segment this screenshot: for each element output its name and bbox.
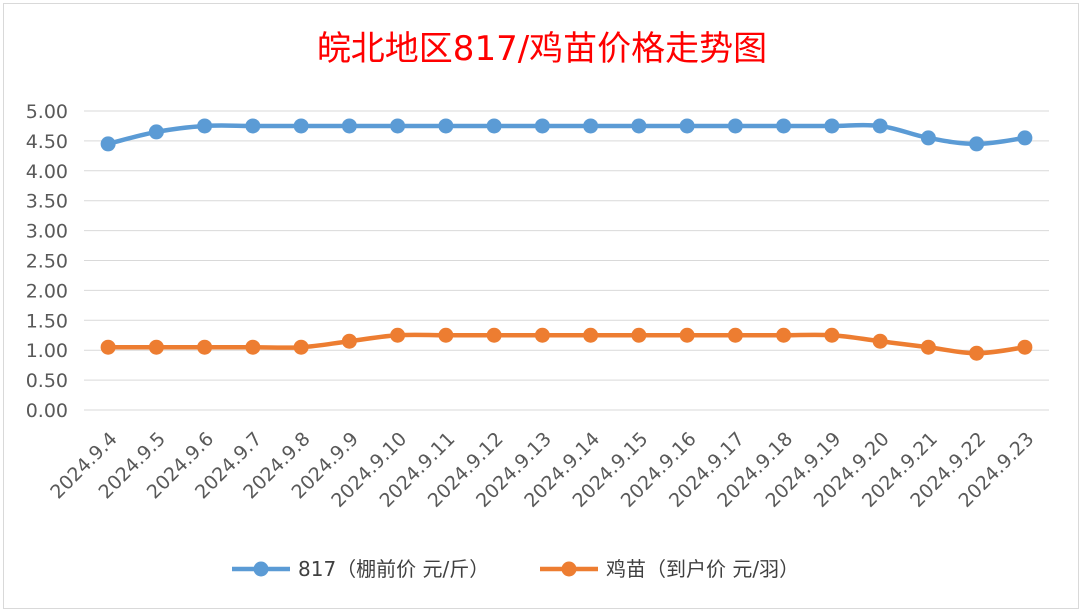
y-tick-label: 3.00 — [26, 221, 68, 243]
data-point — [583, 327, 599, 343]
data-point — [390, 327, 406, 343]
chart-frame — [3, 3, 1079, 609]
data-point — [824, 118, 840, 134]
legend-label: 鸡苗（到户价 元/羽） — [606, 557, 799, 581]
data-point — [920, 339, 936, 355]
data-point — [534, 327, 550, 343]
gridlines — [84, 110, 1049, 411]
data-point — [1017, 130, 1033, 146]
data-point — [293, 118, 309, 134]
y-tick-label: 1.50 — [26, 310, 68, 332]
data-point — [245, 118, 261, 134]
data-point — [534, 118, 550, 134]
data-point — [486, 327, 502, 343]
data-point — [1017, 339, 1033, 355]
series-layer — [100, 118, 1033, 361]
data-point — [631, 118, 647, 134]
chart-title: 皖北地区817/鸡苗价格走势图 — [317, 29, 767, 69]
data-point — [438, 118, 454, 134]
data-point — [679, 327, 695, 343]
legend-marker — [561, 561, 577, 577]
y-tick-label: 2.00 — [26, 280, 68, 302]
y-tick-label: 0.50 — [26, 370, 68, 392]
y-tick-label: 4.00 — [26, 161, 68, 183]
data-point — [100, 136, 116, 152]
data-point — [100, 339, 116, 355]
data-point — [583, 118, 599, 134]
data-point — [727, 327, 743, 343]
y-tick-label: 0.00 — [26, 400, 68, 422]
data-point — [776, 327, 792, 343]
data-point — [969, 136, 985, 152]
data-point — [872, 333, 888, 349]
y-tick-label: 3.50 — [26, 191, 68, 213]
data-point — [920, 130, 936, 146]
data-point — [390, 118, 406, 134]
y-tick-label: 4.50 — [26, 131, 68, 153]
data-point — [486, 118, 502, 134]
data-point — [438, 327, 454, 343]
data-point — [197, 118, 213, 134]
data-point — [148, 124, 164, 140]
legend-marker — [253, 561, 269, 577]
data-point — [341, 333, 357, 349]
data-point — [727, 118, 743, 134]
legend-label: 817（棚前价 元/斤） — [298, 557, 489, 581]
y-axis: 0.00 0.50 1.00 1.50 2.00 2.50 3.00 3.50 4.00 4.50… — [26, 101, 68, 422]
y-tick-label: 1.00 — [26, 340, 68, 362]
data-point — [872, 118, 888, 134]
data-point — [197, 339, 213, 355]
x-axis: 2024.9.42024.9.52024.9.62024.9.72024.9.8… — [46, 428, 1038, 512]
data-point — [776, 118, 792, 134]
data-point — [969, 345, 985, 361]
data-point — [631, 327, 647, 343]
data-point — [245, 339, 261, 355]
data-point — [148, 339, 164, 355]
y-tick-label: 2.50 — [26, 251, 68, 273]
y-tick-label: 5.00 — [26, 101, 68, 123]
data-point — [293, 339, 309, 355]
data-point — [824, 327, 840, 343]
data-point — [341, 118, 357, 134]
data-point — [679, 118, 695, 134]
legend: 817（棚前价 元/斤） 鸡苗（到户价 元/羽） — [232, 557, 799, 581]
